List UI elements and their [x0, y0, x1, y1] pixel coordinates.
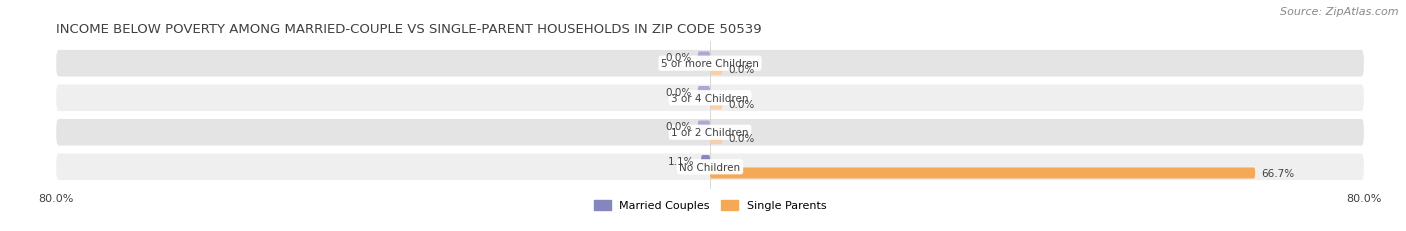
FancyBboxPatch shape — [697, 121, 710, 132]
FancyBboxPatch shape — [710, 168, 1256, 179]
Text: No Children: No Children — [679, 162, 741, 172]
Text: 0.0%: 0.0% — [665, 53, 692, 63]
FancyBboxPatch shape — [56, 154, 1364, 180]
Text: 1 or 2 Children: 1 or 2 Children — [671, 128, 749, 138]
FancyBboxPatch shape — [710, 133, 723, 144]
Text: 0.0%: 0.0% — [665, 122, 692, 131]
FancyBboxPatch shape — [710, 65, 723, 76]
FancyBboxPatch shape — [697, 87, 710, 98]
Text: Source: ZipAtlas.com: Source: ZipAtlas.com — [1281, 7, 1399, 17]
FancyBboxPatch shape — [702, 155, 710, 166]
Text: 5 or more Children: 5 or more Children — [661, 59, 759, 69]
FancyBboxPatch shape — [56, 119, 1364, 146]
FancyBboxPatch shape — [697, 52, 710, 63]
Text: 3 or 4 Children: 3 or 4 Children — [671, 93, 749, 103]
Text: 0.0%: 0.0% — [728, 100, 755, 109]
Legend: Married Couples, Single Parents: Married Couples, Single Parents — [593, 200, 827, 210]
FancyBboxPatch shape — [710, 99, 723, 110]
Text: INCOME BELOW POVERTY AMONG MARRIED-COUPLE VS SINGLE-PARENT HOUSEHOLDS IN ZIP COD: INCOME BELOW POVERTY AMONG MARRIED-COUPL… — [56, 23, 762, 36]
Text: 66.7%: 66.7% — [1261, 168, 1295, 178]
FancyBboxPatch shape — [56, 51, 1364, 77]
FancyBboxPatch shape — [56, 85, 1364, 112]
Text: 1.1%: 1.1% — [668, 156, 695, 166]
Text: 0.0%: 0.0% — [728, 65, 755, 75]
Text: 0.0%: 0.0% — [728, 134, 755, 144]
Text: 0.0%: 0.0% — [665, 87, 692, 97]
